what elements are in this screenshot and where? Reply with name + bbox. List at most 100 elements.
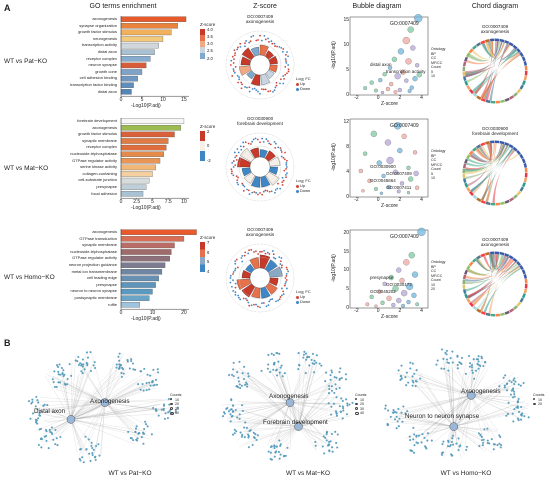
term-label: cell-substrate junction <box>78 177 117 183</box>
bubble-point <box>369 80 374 85</box>
go-bar <box>120 262 166 268</box>
bubble-x-label: Z-score <box>381 203 398 209</box>
bubble-term-label: GO:0007409 <box>386 171 412 176</box>
bubble-term-label: GO:0030900 <box>370 164 396 169</box>
bubble-point <box>412 150 418 155</box>
go-bar <box>120 16 187 22</box>
zscore-legend-title: Z-score <box>200 124 216 129</box>
legend-circle <box>355 402 358 406</box>
ring-legend-down: Down <box>300 299 311 304</box>
go-bar <box>120 177 150 184</box>
term-label: neuron synapse <box>88 62 117 68</box>
go-bar-chart <box>120 118 189 200</box>
zscore-go-name: axonogenesis <box>245 19 275 24</box>
network-legend-item: 20 <box>175 402 179 406</box>
bubble-point <box>411 292 417 298</box>
legend-dot <box>296 189 299 193</box>
go-bar <box>120 255 170 262</box>
bubble-term-label: presynapse <box>370 275 394 280</box>
term-label: growth factor stimulus <box>78 29 117 35</box>
go-bar <box>120 151 164 157</box>
bubble-point <box>417 227 426 236</box>
x-axis-label: -Log10(P.adj) <box>131 103 161 110</box>
term-label: nucleoside-triphosphatase <box>70 151 117 156</box>
bubble-point <box>394 122 402 130</box>
bubble-point <box>376 160 382 166</box>
go-bar <box>120 49 155 55</box>
bubble-y-tick: 15 <box>343 248 349 255</box>
network-hub-label: Axonogenesis <box>269 393 309 400</box>
bubble-point <box>370 130 377 137</box>
x-tick: 0 <box>119 199 123 206</box>
x-tick: 5 <box>140 97 144 104</box>
legend-dot <box>296 87 299 91</box>
zscore-tick: 7 <box>207 240 210 245</box>
x-tick: 2.5 <box>133 199 141 206</box>
go-bar <box>120 158 161 164</box>
network-homo-ko: Axonogenesis Neuron to neuron synapse Coun… <box>375 345 550 465</box>
network-legend-item: 40 <box>175 411 179 415</box>
network-graph <box>383 348 530 459</box>
zscore-colorbar <box>200 131 205 161</box>
bubble-y-tick: 4 <box>346 168 349 175</box>
row-label: WT vs Pat−KO <box>4 58 48 65</box>
bubble-point <box>406 165 411 171</box>
bubble-legend-item: Count <box>431 65 441 69</box>
go-bar <box>120 236 185 242</box>
bubble-point <box>405 282 414 291</box>
bubble-x-label: Z-score <box>381 314 398 320</box>
chord-go-id: GO:0007409 <box>481 24 509 29</box>
term-label: GTPase regulator activity <box>72 255 117 261</box>
bubble-point <box>367 178 372 184</box>
bubble-point <box>363 151 368 156</box>
ring-legend-up: Up <box>300 294 306 299</box>
bubble-point <box>386 184 392 190</box>
zscore-go-name: axonogenesis <box>245 232 275 237</box>
zscore-tick: 5 <box>207 259 210 264</box>
x-axis-label: -Log10(P.adj) <box>131 205 161 212</box>
network-hub-label: Axonogenesis <box>90 398 130 405</box>
network-legend-item: Counts <box>355 393 367 397</box>
bubble-point <box>374 304 378 308</box>
chord-go-name: axonogenesis <box>480 242 510 247</box>
go-bar <box>120 29 172 36</box>
term-label: transcription activity <box>81 42 117 48</box>
bubble-point <box>389 81 394 87</box>
zscore-legend-title: Z-score <box>200 235 216 240</box>
go-bar <box>120 36 164 42</box>
go-bar <box>120 23 178 29</box>
bubble-x-tick: -2 <box>354 95 359 101</box>
row-label: WT vs Homo−KO <box>4 274 55 281</box>
bubble-point <box>380 300 385 305</box>
bubble-y-label: -log10(P.adj) <box>330 41 337 70</box>
bubble-point <box>374 187 378 191</box>
zscore-circle-plot <box>225 243 295 313</box>
term-label: axonogenesis <box>92 124 117 130</box>
network-caption-pat: WT vs Pat−KO <box>108 470 152 477</box>
bubble-point <box>385 86 391 92</box>
ring-legend-title: Log₂ FC <box>296 289 311 294</box>
bubble-point <box>358 168 363 174</box>
go-bar <box>120 75 138 82</box>
bubble-point <box>415 185 420 190</box>
zscore-tick: 2 <box>207 129 210 134</box>
term-label: serine kinase activity <box>80 164 117 170</box>
zscore-go-id: GO:0007409 <box>246 227 274 232</box>
ring-legend-up: Up <box>300 183 306 188</box>
bubble-top-label: GO:0007409 <box>390 21 419 27</box>
bubble-legend-item: Count <box>431 278 441 282</box>
bubble-legend-item: Ontology <box>431 149 446 153</box>
x-tick: 10 <box>160 97 166 104</box>
bubble-point <box>369 294 374 299</box>
term-label: postsynaptic membrane <box>74 295 117 300</box>
bubble-point <box>382 72 387 77</box>
chord-go-id: GO:0007409 <box>481 237 509 242</box>
bubble-point <box>416 72 422 78</box>
bubble-legend-item: MF/CC <box>431 60 443 65</box>
zscore-go-id: GO:0030900 <box>246 116 274 121</box>
zscore-tick: 4 <box>207 268 210 274</box>
bubble-y-tick: 15 <box>343 17 349 24</box>
term-label: presynapse <box>96 184 117 189</box>
network-graph <box>28 351 179 464</box>
go-bar <box>120 42 159 49</box>
